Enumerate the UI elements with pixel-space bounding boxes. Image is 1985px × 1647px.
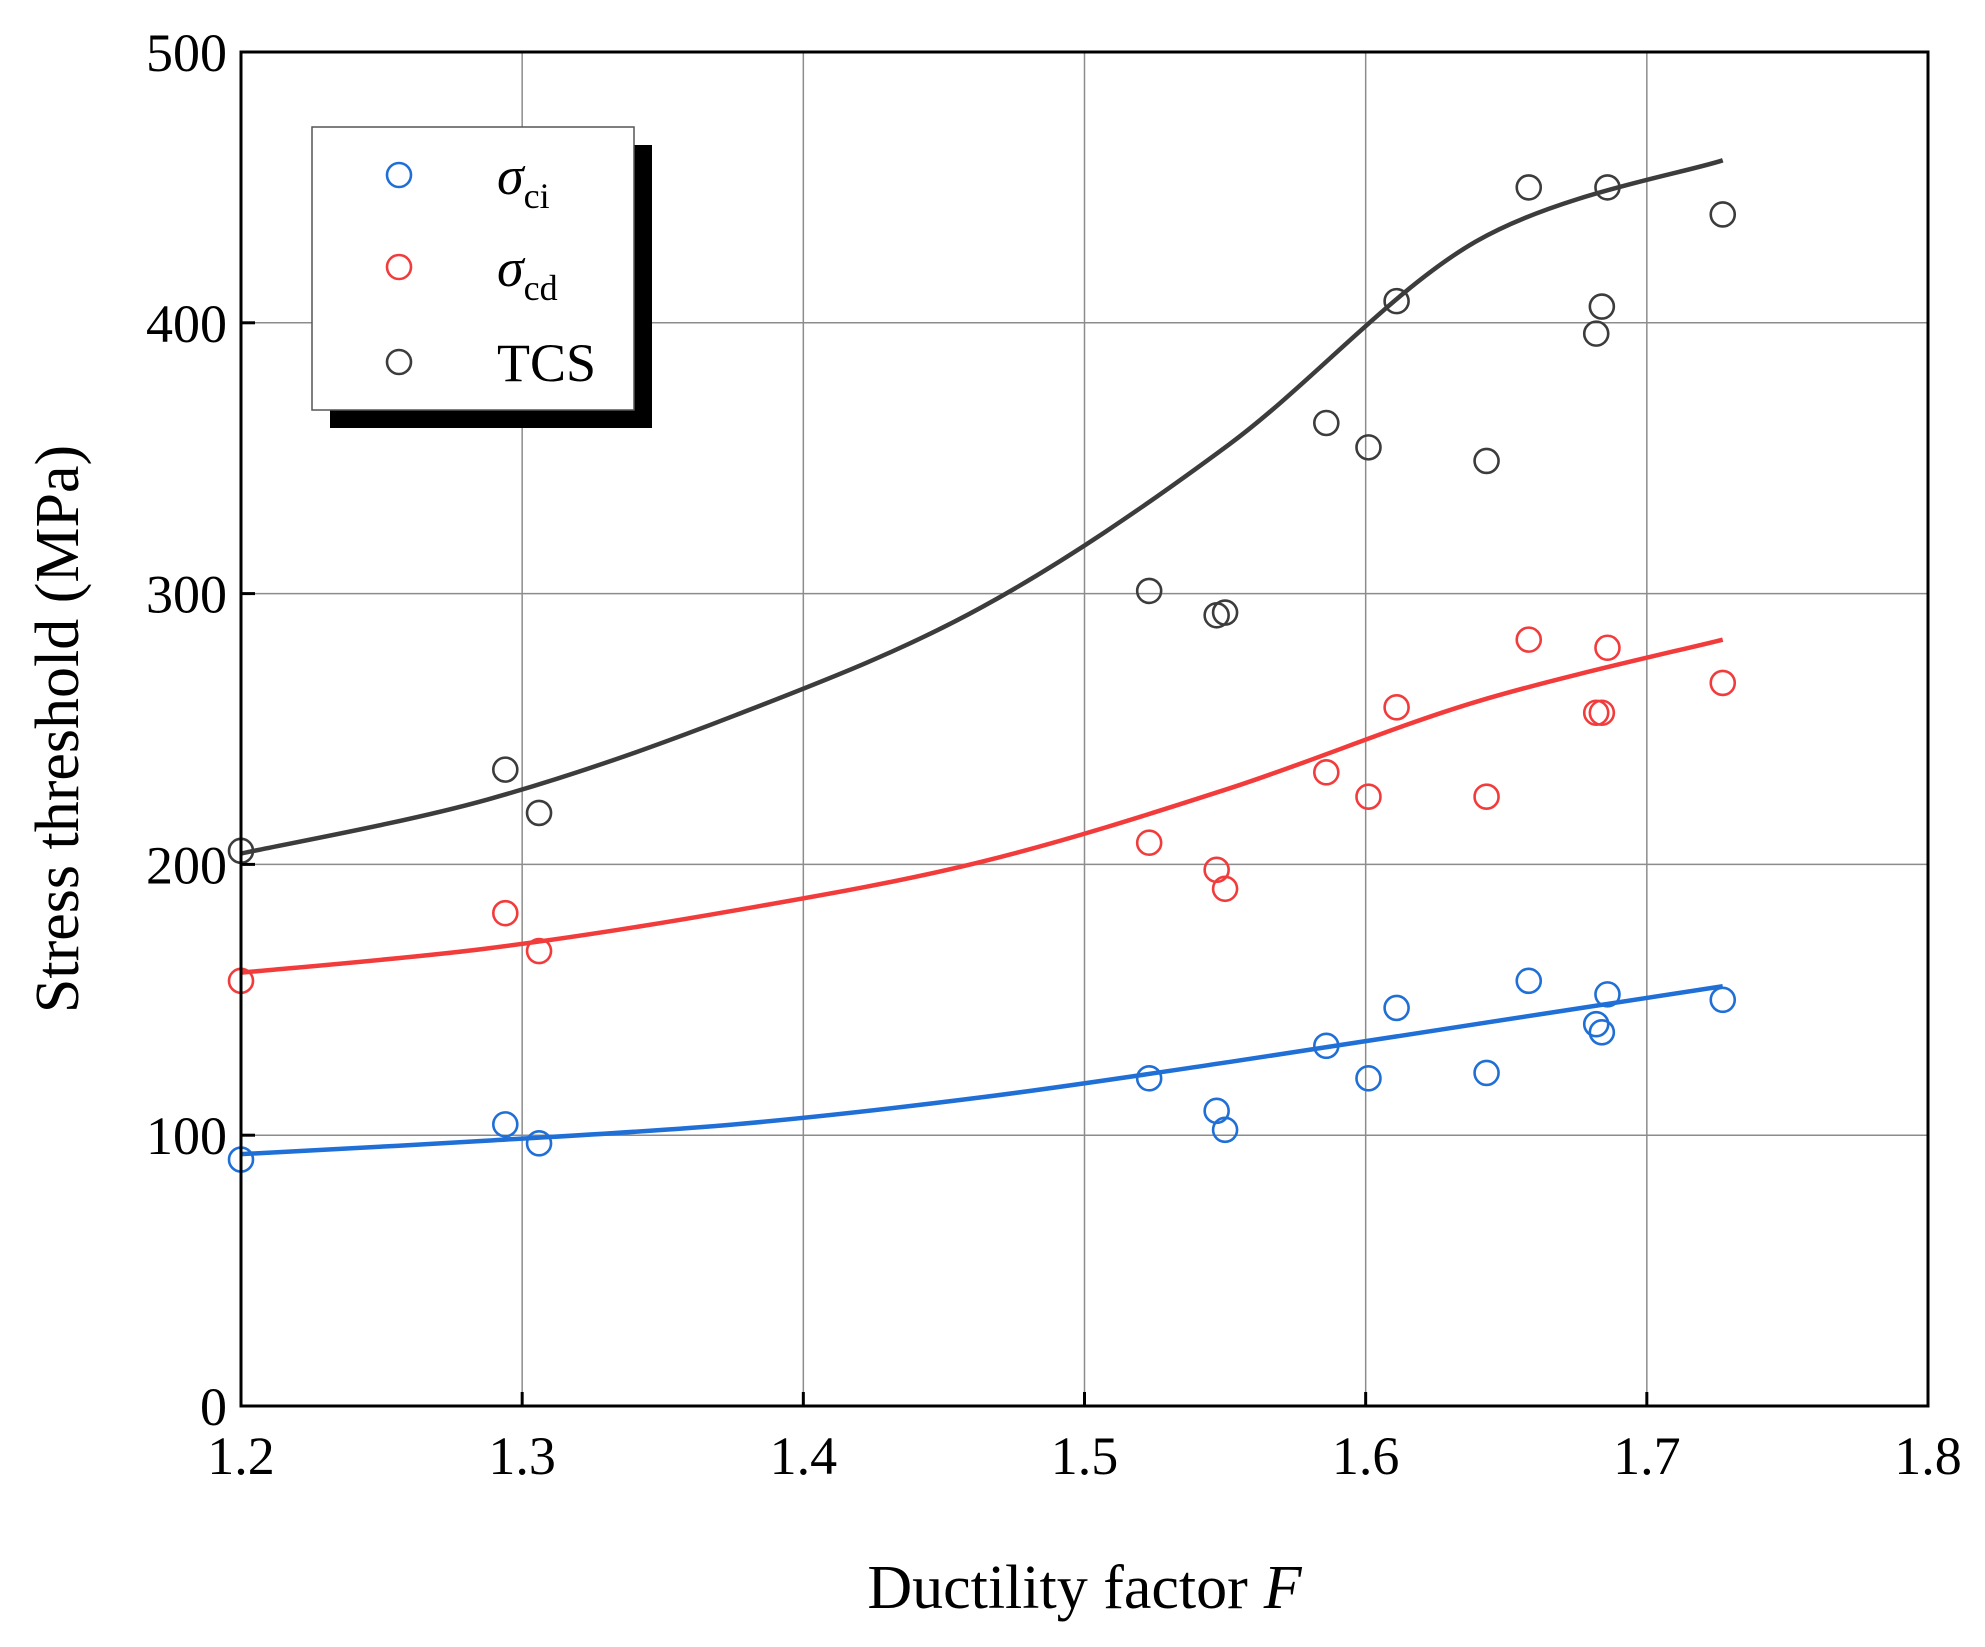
data-point-series-1 xyxy=(525,937,553,965)
data-point-series-2 xyxy=(491,756,519,783)
data-point-series-0 xyxy=(1709,986,1737,1014)
data-points xyxy=(227,174,1737,1173)
x-tick-label: 1.5 xyxy=(1051,1426,1119,1486)
x-axis-title-text: Ductility factor xyxy=(867,1554,1248,1622)
x-tick-label: 1.3 xyxy=(488,1426,556,1486)
fit-curve-series-0 xyxy=(240,984,1724,1157)
data-point-series-1 xyxy=(1355,783,1382,811)
data-point-series-1 xyxy=(1383,694,1410,721)
x-tick-label: 1.6 xyxy=(1332,1426,1400,1486)
data-point-series-2 xyxy=(1135,577,1163,605)
grid-lines xyxy=(241,52,1928,1406)
x-tick-label: 1.7 xyxy=(1613,1426,1681,1486)
data-point-series-2 xyxy=(1211,599,1239,626)
legend-label-series-2: TCS xyxy=(497,333,596,393)
y-tick-label: 0 xyxy=(200,1377,227,1437)
data-point-series-1 xyxy=(1709,669,1737,697)
data-point-series-0 xyxy=(1313,1032,1340,1060)
x-tick-label: 1.2 xyxy=(207,1426,275,1486)
data-point-series-0 xyxy=(1582,1010,1610,1038)
y-tick-label: 200 xyxy=(146,835,227,895)
data-point-series-2 xyxy=(1383,287,1410,315)
data-point-series-0 xyxy=(1135,1065,1163,1092)
data-point-series-2 xyxy=(1582,320,1610,347)
data-point-series-0 xyxy=(1355,1065,1382,1092)
data-point-series-0 xyxy=(1515,967,1543,995)
data-point-series-0 xyxy=(1211,1116,1239,1144)
legend-label-series-0: σci xyxy=(497,146,550,216)
y-axis-title: Stress threshold (MPa) xyxy=(24,445,92,1013)
data-point-series-2 xyxy=(1594,174,1621,201)
fit-curve-series-2 xyxy=(240,158,1724,856)
data-point-series-1 xyxy=(1515,626,1543,653)
data-point-series-0 xyxy=(1473,1059,1500,1087)
data-point-series-2 xyxy=(1709,201,1737,228)
legend-box xyxy=(311,126,635,411)
legend-label-series-1: σcd xyxy=(497,238,558,308)
legend: σci σcd TCS xyxy=(311,126,652,428)
data-point-series-1 xyxy=(1594,634,1621,662)
data-point-series-1 xyxy=(491,899,519,927)
data-point-series-1 xyxy=(1582,699,1610,727)
axis-ticks xyxy=(239,50,1930,1408)
data-point-series-1 xyxy=(1588,699,1616,727)
data-point-series-2 xyxy=(1515,174,1543,201)
data-point-series-2 xyxy=(1588,293,1616,320)
x-axis-title: Ductility factor F xyxy=(867,1554,1302,1622)
x-tick-label: 1.8 xyxy=(1894,1426,1962,1486)
data-point-series-2 xyxy=(1473,447,1500,475)
data-point-series-0 xyxy=(491,1111,519,1138)
data-point-series-0 xyxy=(1588,1018,1616,1046)
data-point-series-0 xyxy=(1383,994,1410,1022)
y-tick-label: 100 xyxy=(146,1106,227,1166)
fit-curve-series-1 xyxy=(240,637,1724,975)
legend-marker-series-2 xyxy=(385,348,413,376)
data-point-series-1 xyxy=(1135,829,1163,857)
legend-marker-series-0 xyxy=(385,161,413,189)
y-tick-label: 500 xyxy=(146,23,227,83)
data-point-series-0 xyxy=(1594,981,1621,1008)
legend-marker-series-1 xyxy=(385,253,413,281)
data-point-series-1 xyxy=(1203,856,1230,884)
data-point-series-0 xyxy=(1203,1097,1230,1125)
fit-curves xyxy=(240,158,1724,1157)
data-point-series-1 xyxy=(1313,759,1340,786)
y-tick-label: 400 xyxy=(146,294,227,354)
data-point-series-1 xyxy=(1473,783,1500,811)
data-point-series-2 xyxy=(1355,434,1382,461)
x-tick-label: 1.4 xyxy=(770,1426,838,1486)
tick-labels: 1.2 1.3 1.4 1.5 1.6 1.7 1.8 0 100 200 300 400 500 xyxy=(146,23,1962,1486)
data-point-series-1 xyxy=(1211,875,1239,903)
y-tick-label: 300 xyxy=(146,565,227,625)
data-point-series-2 xyxy=(1313,409,1340,437)
legend-items: σci σcd TCS xyxy=(385,146,596,393)
data-point-series-2 xyxy=(525,799,553,827)
x-axis-title-variable: F xyxy=(1263,1554,1303,1622)
data-point-series-0 xyxy=(525,1130,553,1157)
